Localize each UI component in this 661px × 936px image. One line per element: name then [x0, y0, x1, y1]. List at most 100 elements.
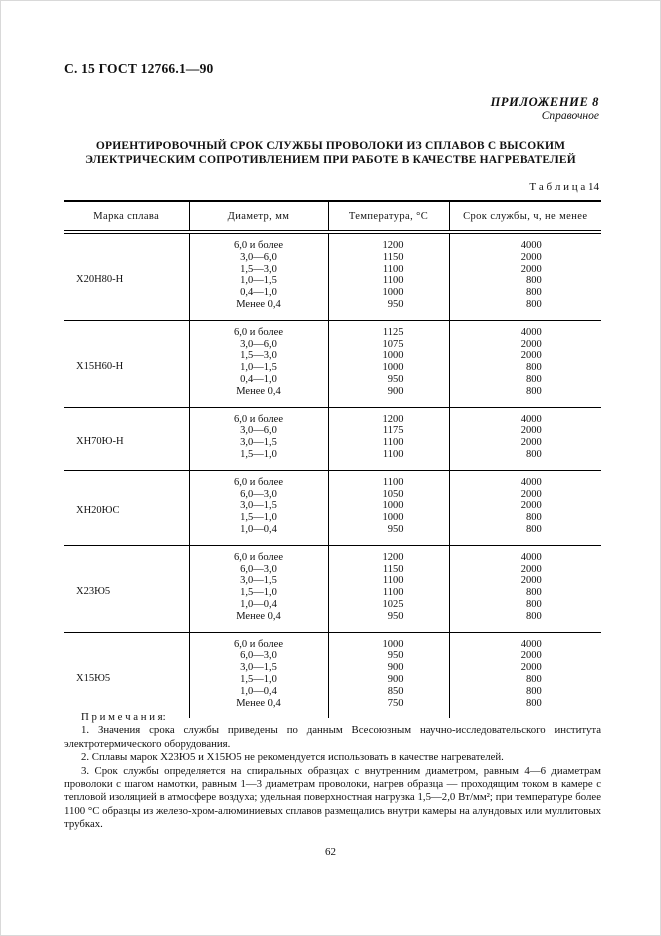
- alloy-name: Х23Ю5: [64, 544, 190, 633]
- life-cell: 4000: [449, 231, 601, 252]
- table-caption: Т а б л и ц а 14: [529, 181, 599, 193]
- temp-cell: 1100: [328, 469, 450, 489]
- table-row: ХН20ЮС 6,0 и более 1100 4000: [64, 469, 601, 546]
- diam-cell: 1,0—1,5: [189, 275, 329, 288]
- table-row: Менее 0,4 950 800: [64, 298, 601, 321]
- diam-cell: 1,0—0,4: [189, 685, 329, 698]
- temp-cell: 1100: [328, 275, 450, 288]
- table-body: Х20Н80-Н 6,0 и более 1200 4000 3,0—6,0 1150 20…: [64, 231, 601, 719]
- life-cell: 4000: [449, 544, 601, 564]
- life-cell: 2000: [520, 650, 542, 662]
- diam-cell: 6,0—3,0: [189, 488, 329, 501]
- life-cell: 2000: [520, 662, 542, 674]
- alloy-name: Х20Н80-Н: [64, 231, 190, 321]
- life-cell: 800: [526, 523, 542, 535]
- temp-cell: 1025: [328, 598, 450, 611]
- temp-cell: 1150: [328, 563, 450, 576]
- table-row: 0,4—1,0 950 800: [64, 373, 601, 386]
- life-cell: 800: [526, 685, 542, 697]
- table-row: 1,5—1,0 1100 800: [64, 587, 601, 599]
- life-cell: 800: [526, 512, 542, 524]
- diam-cell: 0,4—1,0: [189, 287, 329, 299]
- table-row: 1,0—0,4 850 800: [64, 685, 601, 698]
- table-row: 1,0—0,4 950 800: [64, 523, 601, 546]
- diam-cell: 1,5—1,0: [189, 512, 329, 524]
- temp-cell: 1000: [328, 287, 450, 299]
- table-row: 1,5—3,0 1000 2000: [64, 350, 601, 363]
- temp-cell: 950: [328, 373, 450, 386]
- table-row: Х15Ю5 6,0 и более 1000 4000: [64, 631, 601, 719]
- table-row: 0,4—1,0 1000 800: [64, 287, 601, 299]
- col-header-diameter: Диаметр, мм: [189, 200, 329, 234]
- table-row: 6,0—3,0 1150 2000: [64, 563, 601, 576]
- temp-cell: 1200: [328, 406, 450, 426]
- page-number: 62: [325, 846, 336, 858]
- temp-cell: 1100: [328, 587, 450, 599]
- diam-cell: 3,0—6,0: [189, 338, 329, 351]
- temp-cell: 850: [328, 685, 450, 698]
- temp-cell: 950: [328, 298, 450, 321]
- document-title: ОРИЕНТИРОВОЧНЫЙ СРОК СЛУЖБЫ ПРОВОЛОКИ ИЗ…: [85, 140, 576, 166]
- temp-cell: 900: [328, 673, 450, 686]
- note-item: 2. Сплавы марок Х23Ю5 и Х15Ю5 не рекомен…: [81, 751, 504, 764]
- life-cell: 800: [526, 610, 542, 622]
- diam-cell: 6,0 и более: [189, 406, 329, 426]
- notes-section: П р и м е ч а н и я: 1. Значения срока с…: [64, 711, 601, 832]
- diam-cell: 3,0—1,5: [189, 575, 329, 588]
- table-row: 1,5—3,0 1100 2000: [64, 263, 601, 276]
- appendix-label: ПРИЛОЖЕНИЕ 8: [490, 95, 599, 109]
- diam-cell: 6,0 и более: [189, 544, 329, 564]
- diam-cell: Менее 0,4: [189, 697, 329, 719]
- table-row: Менее 0,4 900 800: [64, 385, 601, 408]
- temp-cell: 1175: [328, 425, 450, 438]
- table-row: 3,0—1,5 1100 2000: [64, 437, 601, 449]
- temp-cell: 1000: [328, 362, 450, 374]
- diam-cell: 1,5—3,0: [189, 350, 329, 363]
- table-row: 3,0—6,0 1150 2000: [64, 251, 601, 264]
- temp-cell: 950: [328, 610, 450, 633]
- table-row: Х23Ю5 6,0 и более 1200 4000: [64, 544, 601, 633]
- table-row: 1,5—1,0 1100 800: [64, 448, 601, 471]
- diam-cell: 1,5—1,0: [189, 587, 329, 599]
- col-header-temperature: Температура, °С: [328, 200, 450, 234]
- diam-cell: Менее 0,4: [189, 610, 329, 633]
- note-item: 1. Значения срока службы приведены по да…: [64, 724, 601, 750]
- temp-cell: 1075: [328, 338, 450, 351]
- table-row: 3,0—6,0 1075 2000: [64, 338, 601, 351]
- table-row: Менее 0,4 950 800: [64, 610, 601, 633]
- life-cell: 800: [526, 587, 542, 599]
- temp-cell: 1000: [328, 350, 450, 363]
- table-row: Менее 0,4 750 800: [64, 697, 601, 719]
- diam-cell: 3,0—1,5: [189, 662, 329, 674]
- table-row: 3,0—1,5 1100 2000: [64, 575, 601, 588]
- life-cell: 4000: [449, 319, 601, 339]
- diam-cell: 6,0—3,0: [189, 563, 329, 576]
- life-cell: 4000: [449, 631, 601, 651]
- col-header-alloy: Марка сплава: [64, 200, 190, 234]
- life-cell: 2000: [520, 500, 542, 512]
- alloy-name: Х15Ю5: [64, 631, 190, 719]
- temp-cell: 1100: [328, 448, 450, 471]
- temp-cell: 1200: [328, 544, 450, 564]
- temp-cell: 1000: [328, 500, 450, 513]
- life-cell: 2000: [520, 350, 542, 362]
- diam-cell: 6,0 и более: [189, 631, 329, 651]
- temp-cell: 1100: [328, 575, 450, 588]
- table-header: Марка сплава Диаметр, мм Температура, °С…: [64, 200, 601, 234]
- alloy-name: Х15Н60-Н: [64, 319, 190, 408]
- life-cell: 2000: [520, 251, 542, 263]
- temp-cell: 1000: [328, 631, 450, 651]
- life-cell: 2000: [520, 263, 542, 275]
- table-row: 1,5—1,0 1000 800: [64, 512, 601, 524]
- diam-cell: 6,0 и более: [189, 469, 329, 489]
- alloy-name: ХН20ЮС: [64, 469, 190, 546]
- diam-cell: 1,5—3,0: [189, 263, 329, 276]
- table-row: 3,0—1,5 1000 2000: [64, 500, 601, 513]
- life-cell: 2000: [520, 338, 542, 350]
- table-row: 6,0—3,0 950 2000: [64, 650, 601, 663]
- alloy-name: ХН70Ю-Н: [64, 406, 190, 471]
- life-cell: 800: [526, 287, 542, 299]
- appendix-subtitle: Справочное: [541, 110, 599, 122]
- life-cell: 800: [526, 275, 542, 287]
